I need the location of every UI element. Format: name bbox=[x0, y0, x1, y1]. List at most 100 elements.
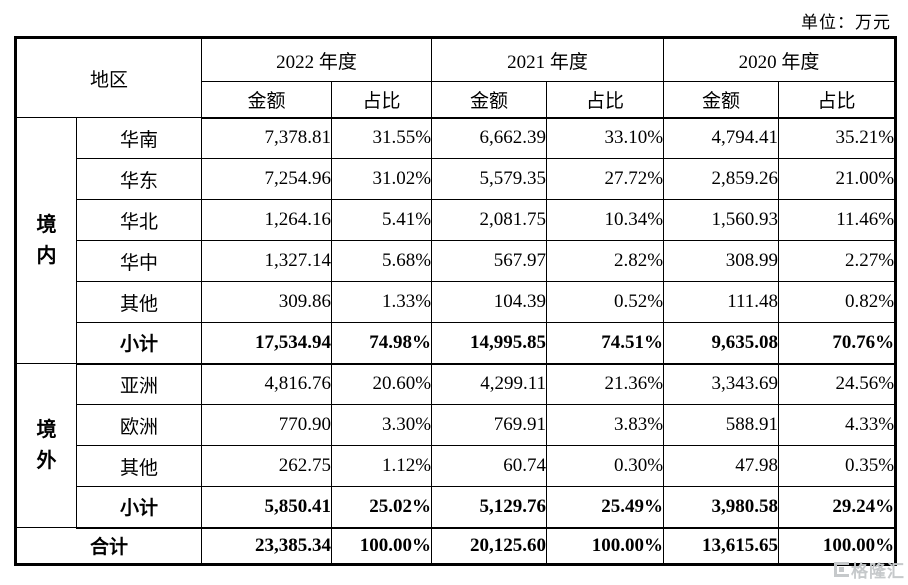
year-header-2020: 2020 年度 bbox=[663, 37, 897, 82]
total-row: 合计 23,385.34 100.00% 20,125.60 100.00% 1… bbox=[14, 527, 897, 565]
ratio-cell: 29.24% bbox=[778, 486, 897, 529]
total-label: 合计 bbox=[14, 527, 203, 565]
ratio-cell: 25.49% bbox=[546, 486, 665, 529]
section-label-overseas: 境外 bbox=[15, 363, 77, 528]
subheader-amount: 金额 bbox=[663, 81, 780, 119]
amount-cell: 769.91 bbox=[431, 404, 548, 446]
amount-cell: 60.74 bbox=[431, 445, 548, 487]
ratio-cell: 100.00% bbox=[331, 527, 433, 565]
amount-cell: 14,995.85 bbox=[431, 322, 548, 365]
amount-cell: 1,264.16 bbox=[201, 199, 333, 241]
ratio-cell: 31.02% bbox=[331, 158, 433, 200]
ratio-cell: 1.12% bbox=[331, 445, 433, 487]
subheader-amount: 金额 bbox=[201, 81, 333, 119]
amount-cell: 6,662.39 bbox=[431, 117, 548, 159]
region-cell: 其他 bbox=[75, 281, 203, 323]
ratio-cell: 27.72% bbox=[546, 158, 665, 200]
amount-cell: 1,560.93 bbox=[663, 199, 780, 241]
ratio-cell: 3.30% bbox=[331, 404, 433, 446]
amount-cell: 308.99 bbox=[663, 240, 780, 282]
ratio-cell: 74.98% bbox=[331, 322, 433, 365]
subheader-amount: 金额 bbox=[431, 81, 548, 119]
ratio-cell: 2.82% bbox=[546, 240, 665, 282]
region-cell: 欧洲 bbox=[75, 404, 203, 446]
amount-cell: 17,534.94 bbox=[201, 322, 333, 365]
subtotal-label: 小计 bbox=[75, 322, 203, 365]
ratio-cell: 10.34% bbox=[546, 199, 665, 241]
table-row: 境外 亚洲 4,816.76 20.60% 4,299.11 21.36% 3,… bbox=[15, 363, 897, 528]
ratio-cell: 2.27% bbox=[778, 240, 897, 282]
amount-cell: 1,327.14 bbox=[201, 240, 333, 282]
amount-cell: 47.98 bbox=[663, 445, 780, 487]
table-row: 境内 华南 7,378.81 31.55% 6,662.39 33.10% 4,… bbox=[15, 117, 897, 364]
ratio-cell: 35.21% bbox=[778, 117, 897, 159]
ratio-cell: 24.56% bbox=[778, 363, 897, 405]
ratio-cell: 5.41% bbox=[331, 199, 433, 241]
ratio-cell: 0.52% bbox=[546, 281, 665, 323]
ratio-cell: 25.02% bbox=[331, 486, 433, 529]
subtotal-row-domestic: 小计 17,534.94 74.98% 14,995.85 74.51% 9,6… bbox=[16, 322, 897, 365]
amount-cell: 3,343.69 bbox=[663, 363, 780, 405]
ratio-cell: 1.33% bbox=[331, 281, 433, 323]
corner-header: 地区 bbox=[14, 37, 203, 118]
table-row: 华北 1,264.16 5.41% 2,081.75 10.34% 1,560.… bbox=[16, 199, 897, 241]
subheader-ratio: 占比 bbox=[331, 81, 433, 119]
ratio-cell: 0.30% bbox=[546, 445, 665, 487]
subheader-ratio: 占比 bbox=[546, 81, 665, 119]
table-row: 欧洲 770.90 3.30% 769.91 3.83% 588.91 4.33… bbox=[16, 404, 897, 446]
amount-cell: 5,579.35 bbox=[431, 158, 548, 200]
region-cell: 其他 bbox=[75, 445, 203, 487]
amount-cell: 23,385.34 bbox=[201, 527, 333, 565]
region-cell: 亚洲 bbox=[75, 363, 203, 405]
ratio-cell: 74.51% bbox=[546, 322, 665, 365]
ratio-cell: 31.55% bbox=[331, 117, 433, 159]
subtotal-label: 小计 bbox=[75, 486, 203, 529]
ratio-cell: 11.46% bbox=[778, 199, 897, 241]
amount-cell: 111.48 bbox=[663, 281, 780, 323]
ratio-cell: 4.33% bbox=[778, 404, 897, 446]
subheader-ratio: 占比 bbox=[778, 81, 897, 119]
amount-cell: 2,081.75 bbox=[431, 199, 548, 241]
region-cell: 华东 bbox=[75, 158, 203, 200]
table-row: 华东 7,254.96 31.02% 5,579.35 27.72% 2,859… bbox=[16, 158, 897, 200]
ratio-cell: 70.76% bbox=[778, 322, 897, 365]
table-row: 其他 309.86 1.33% 104.39 0.52% 111.48 0.82… bbox=[16, 281, 897, 323]
ratio-cell: 5.68% bbox=[331, 240, 433, 282]
unit-label: 单位：万元 bbox=[801, 13, 891, 32]
gelonghui-logo-icon bbox=[834, 562, 849, 577]
ratio-cell: 100.00% bbox=[546, 527, 665, 565]
amount-cell: 7,378.81 bbox=[201, 117, 333, 159]
ratio-cell: 100.00% bbox=[778, 527, 897, 565]
table-header-sub: 金额 占比 金额 占比 金额 占比 bbox=[16, 81, 897, 119]
watermark: 格隆汇 bbox=[834, 557, 905, 582]
amount-cell: 9,635.08 bbox=[663, 322, 780, 365]
year-header-2021: 2021 年度 bbox=[431, 37, 665, 82]
amount-cell: 4,816.76 bbox=[201, 363, 333, 405]
amount-cell: 13,615.65 bbox=[663, 527, 780, 565]
amount-cell: 4,794.41 bbox=[663, 117, 780, 159]
revenue-by-region-table: 地区 2022 年度 2021 年度 2020 年度 金额 占比 金额 占比 金… bbox=[14, 36, 898, 566]
subtotal-row-overseas: 小计 5,850.41 25.02% 5,129.76 25.49% 3,980… bbox=[16, 486, 897, 529]
amount-cell: 2,859.26 bbox=[663, 158, 780, 200]
year-header-2022: 2022 年度 bbox=[201, 37, 433, 82]
region-cell: 华中 bbox=[75, 240, 203, 282]
ratio-cell: 33.10% bbox=[546, 117, 665, 159]
amount-cell: 770.90 bbox=[201, 404, 333, 446]
ratio-cell: 0.82% bbox=[778, 281, 897, 323]
amount-cell: 588.91 bbox=[663, 404, 780, 446]
table-header-years: 地区 2022 年度 2021 年度 2020 年度 bbox=[14, 37, 897, 118]
section-label-text: 境内 bbox=[36, 213, 57, 267]
amount-cell: 4,299.11 bbox=[431, 363, 548, 405]
table-row: 华中 1,327.14 5.68% 567.97 2.82% 308.99 2.… bbox=[16, 240, 897, 282]
amount-cell: 104.39 bbox=[431, 281, 548, 323]
amount-cell: 20,125.60 bbox=[431, 527, 548, 565]
amount-cell: 5,129.76 bbox=[431, 486, 548, 529]
region-cell: 华南 bbox=[75, 117, 203, 159]
ratio-cell: 20.60% bbox=[331, 363, 433, 405]
amount-cell: 5,850.41 bbox=[201, 486, 333, 529]
ratio-cell: 21.00% bbox=[778, 158, 897, 200]
region-cell: 华北 bbox=[75, 199, 203, 241]
amount-cell: 262.75 bbox=[201, 445, 333, 487]
watermark-text: 格隆汇 bbox=[851, 562, 905, 581]
table-row: 其他 262.75 1.12% 60.74 0.30% 47.98 0.35% bbox=[16, 445, 897, 487]
